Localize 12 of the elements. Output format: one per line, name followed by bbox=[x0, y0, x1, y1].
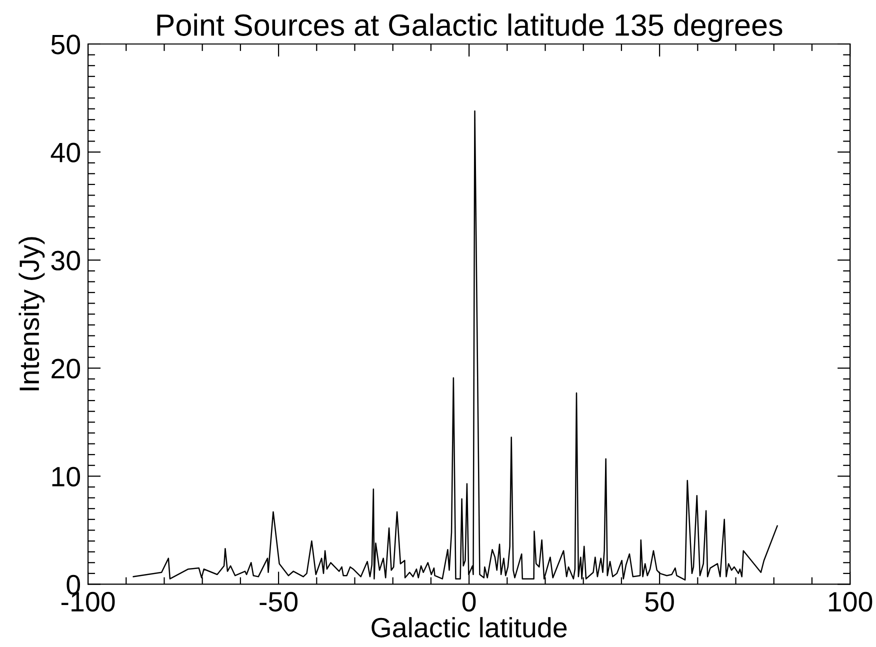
x-axis-title: Galactic latitude bbox=[372, 617, 567, 638]
y-axis-title: Intensity (Jy) bbox=[18, 237, 45, 390]
x-tick-label: -50 bbox=[260, 592, 298, 612]
y-tick-label: 20 bbox=[52, 358, 80, 378]
y-tick-label: 30 bbox=[51, 250, 80, 270]
x-tick-label: 0 bbox=[462, 592, 476, 612]
y-tick-label: 10 bbox=[52, 466, 80, 487]
chart-title: Point Sources at Galactic latitude 135 degrees bbox=[157, 14, 782, 42]
x-tick-label: 50 bbox=[645, 592, 674, 612]
x-tick-label: 100 bbox=[829, 592, 872, 612]
y-tick-label: 40 bbox=[50, 142, 80, 162]
y-tick-label: 50 bbox=[51, 34, 80, 54]
